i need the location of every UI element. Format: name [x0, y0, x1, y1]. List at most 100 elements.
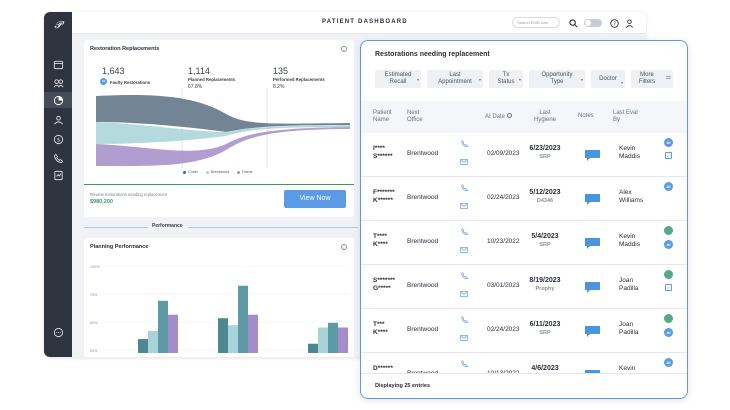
table-row[interactable]: T*** K**** Brentwood 02/24/2023 6/11/2023 SRP… — [361, 309, 687, 353]
phone-icon[interactable] — [459, 358, 469, 368]
col-eval[interactable]: Last Eval By — [613, 110, 638, 123]
filter-doctor[interactable]: Doctor ▾ — [591, 70, 625, 88]
check-icon: ✓ — [665, 152, 672, 159]
view-now-button[interactable]: View Now — [284, 190, 346, 208]
col-ai-date[interactable]: AI Date — [485, 113, 512, 121]
ai-date: 02/24/2023 — [487, 326, 520, 333]
user-icon[interactable] — [623, 17, 635, 29]
hygiene-code: SRP — [539, 242, 551, 248]
calendar-icon[interactable] — [51, 57, 65, 71]
phone-icon[interactable] — [459, 226, 469, 236]
chat-icon[interactable] — [51, 325, 65, 339]
filter-opportunity-type[interactable]: Opportunity Type ▾ — [529, 70, 585, 88]
performed-pct: 8.2% — [273, 84, 285, 90]
email-icon[interactable] — [459, 201, 469, 211]
help-icon[interactable]: ? — [608, 17, 620, 29]
note-icon[interactable] — [584, 325, 601, 337]
search-input[interactable]: Search EMR.com — [512, 17, 560, 28]
svg-text:?: ? — [613, 21, 616, 27]
col-office[interactable]: Next Office — [407, 110, 423, 123]
patient-name[interactable]: S******* G***** — [373, 277, 396, 292]
hygiene-date: 6/11/2023 SRP — [527, 321, 563, 337]
ai-badge: AI — [664, 328, 673, 337]
chevron-down-icon: ▾ — [580, 77, 583, 82]
bar-group2-series2 — [228, 325, 238, 353]
patient-name[interactable]: I**** S****** — [373, 145, 393, 160]
phone-icon[interactable] — [459, 138, 469, 148]
performed-count: 135 — [273, 66, 289, 76]
ai-badge: AI — [664, 182, 673, 191]
hygiene-date: 8/19/2023 Prophy — [527, 277, 563, 293]
card-title: Restoration Replacements — [90, 46, 160, 52]
legend-brentwood: Brentwood — [206, 170, 229, 174]
clinical-badge — [664, 314, 673, 323]
filter-estimated-recall[interactable]: Estimated Recall ▾ — [375, 70, 421, 88]
chevron-down-icon: ▾ — [518, 77, 521, 82]
svg-text:$: $ — [56, 137, 60, 143]
ai-date: 10/23/2022 — [487, 238, 520, 245]
col-hygiene[interactable]: Last Hygiene — [533, 110, 556, 123]
bar-group2-series4 — [248, 314, 258, 353]
top-bar: PATIENT DASHBOARD Search EMR.com ? — [72, 12, 646, 34]
col-notes[interactable]: Notes — [578, 113, 594, 119]
next-office: Brentwood — [407, 326, 439, 333]
y-tick: 50% — [90, 321, 98, 325]
bar-group2-series3 — [238, 285, 248, 353]
patient-name[interactable]: F******* K****** — [373, 189, 395, 204]
page-title: PATIENT DASHBOARD — [322, 19, 408, 25]
analytics-icon[interactable] — [44, 92, 72, 108]
y-tick: 25% — [90, 349, 98, 353]
card-divider — [84, 184, 354, 185]
sankey-flow-cutler — [96, 94, 350, 132]
review-text: Review restorations needing replacement — [90, 192, 168, 197]
bar-group1-series2 — [148, 330, 158, 353]
theme-toggle[interactable] — [584, 19, 602, 27]
y-tick: 100% — [90, 265, 100, 269]
note-icon[interactable] — [584, 149, 601, 161]
reports-icon[interactable] — [51, 168, 65, 182]
table-row[interactable]: S******* G***** Brentwood 03/01/2023 8/19/20… — [361, 265, 687, 309]
phone-icon[interactable] — [51, 151, 65, 165]
hygiene-date: 4/6/2023 — [531, 365, 559, 372]
chevron-down-icon: ▾ — [478, 77, 481, 82]
sidebar: 𝓟 $ — [44, 12, 72, 357]
email-icon[interactable] — [459, 333, 469, 343]
entries-count: Displaying 25 entries — [375, 383, 431, 389]
table-row[interactable]: T**** K**** Brentwood 10/23/2022 5/4/2023 SRP… — [361, 221, 687, 265]
phone-icon[interactable] — [459, 270, 469, 280]
email-icon[interactable] — [459, 157, 469, 167]
filter-last-appointment[interactable]: Last Appointment ▾ — [427, 70, 483, 88]
filter-tx-status[interactable]: Tx Status ▾ — [489, 70, 523, 88]
col-patient[interactable]: Patient Name — [373, 110, 392, 123]
search-icon[interactable] — [567, 17, 579, 29]
hygiene-code: SRP — [539, 154, 551, 160]
patient-name[interactable]: T*** K**** — [373, 321, 388, 336]
ai-badge: AI — [664, 358, 673, 367]
patients-icon[interactable] — [51, 76, 65, 90]
filter-more[interactable]: More Filters ⚌ — [631, 70, 673, 88]
review-amount: $980,200 — [90, 199, 113, 205]
planned-label: Planned Replacements — [188, 77, 236, 82]
phone-icon[interactable] — [459, 182, 469, 192]
email-icon[interactable] — [459, 289, 469, 299]
note-icon[interactable] — [584, 237, 601, 249]
note-icon[interactable] — [584, 281, 601, 293]
last-eval-by: Joan Padilla — [619, 321, 639, 336]
ai-badge: AI — [100, 78, 107, 85]
note-icon[interactable] — [584, 193, 601, 205]
next-office: Brentwood — [407, 194, 439, 201]
info-icon[interactable]: i — [341, 244, 347, 250]
performance-label: Performance — [152, 223, 183, 229]
email-icon[interactable] — [459, 245, 469, 255]
phone-icon[interactable] — [459, 314, 469, 324]
restoration-card: Restoration Replacements i 1,643 AI Faul… — [84, 40, 354, 217]
patient-name[interactable]: T**** K**** — [373, 233, 388, 248]
info-icon[interactable]: i — [341, 46, 347, 52]
planning-card: Planning Performance i 100% 75% 50% 25% — [84, 238, 354, 357]
clinical-badge — [664, 226, 673, 235]
billing-icon[interactable]: $ — [51, 132, 65, 146]
table-row[interactable]: I**** S****** Brentwood 02/09/2023 6/23/2023… — [361, 133, 687, 177]
table-row[interactable]: F******* K****** Brentwood 02/24/2023 5/12/2… — [361, 177, 687, 221]
team-icon[interactable] — [51, 113, 65, 127]
